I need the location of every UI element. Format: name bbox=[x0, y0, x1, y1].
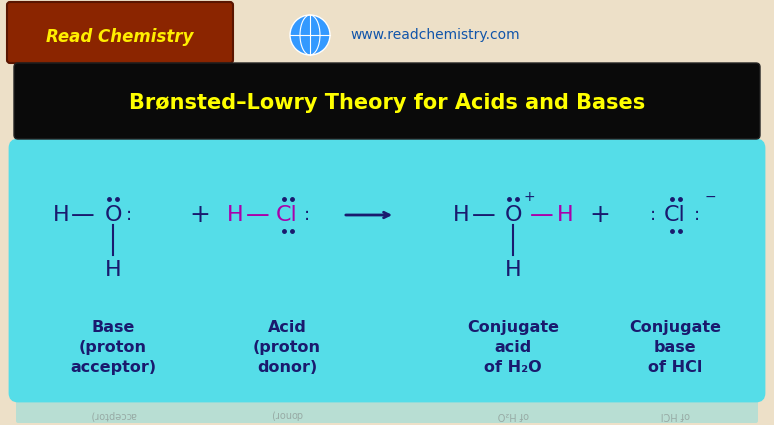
Text: Brønsted–Lowry Theory for Acids and Bases: Brønsted–Lowry Theory for Acids and Base… bbox=[129, 93, 645, 113]
Text: :: : bbox=[694, 206, 700, 224]
Text: H: H bbox=[104, 260, 122, 280]
Text: :: : bbox=[650, 206, 656, 224]
Text: Conjugate
base
of HCl: Conjugate base of HCl bbox=[629, 320, 721, 374]
Text: Acid
(proton
donor): Acid (proton donor) bbox=[253, 320, 321, 374]
Text: :: : bbox=[304, 206, 310, 224]
Text: —: — bbox=[472, 203, 496, 227]
Text: H: H bbox=[505, 260, 522, 280]
Text: Conjugate
acid
of H₂O: Conjugate acid of H₂O bbox=[467, 320, 559, 374]
Text: H: H bbox=[557, 205, 574, 225]
FancyBboxPatch shape bbox=[14, 63, 760, 139]
Text: −: − bbox=[704, 190, 716, 204]
Text: +: + bbox=[590, 203, 611, 227]
Text: www.readchemistry.com: www.readchemistry.com bbox=[350, 28, 519, 42]
Text: H: H bbox=[453, 205, 469, 225]
Text: Read Chemistry: Read Chemistry bbox=[46, 28, 194, 46]
Text: donor): donor) bbox=[271, 410, 303, 420]
Text: Cl: Cl bbox=[276, 205, 298, 225]
FancyBboxPatch shape bbox=[10, 140, 764, 401]
Text: of H₂O: of H₂O bbox=[498, 410, 529, 420]
Text: of HCl: of HCl bbox=[660, 410, 690, 420]
Text: :: : bbox=[126, 206, 132, 224]
Text: O: O bbox=[104, 205, 122, 225]
Text: +: + bbox=[190, 203, 211, 227]
Text: —: — bbox=[246, 203, 270, 227]
FancyBboxPatch shape bbox=[16, 391, 758, 423]
Text: —: — bbox=[71, 203, 94, 227]
Text: H: H bbox=[53, 205, 70, 225]
Text: Base
(proton
acceptor): Base (proton acceptor) bbox=[70, 320, 156, 374]
Text: H: H bbox=[227, 205, 243, 225]
Text: O: O bbox=[504, 205, 522, 225]
Text: +: + bbox=[523, 190, 535, 204]
Text: —: — bbox=[530, 203, 554, 227]
Circle shape bbox=[290, 15, 330, 55]
Text: acceptor): acceptor) bbox=[90, 410, 136, 420]
FancyBboxPatch shape bbox=[7, 2, 233, 63]
Text: Cl: Cl bbox=[664, 205, 686, 225]
